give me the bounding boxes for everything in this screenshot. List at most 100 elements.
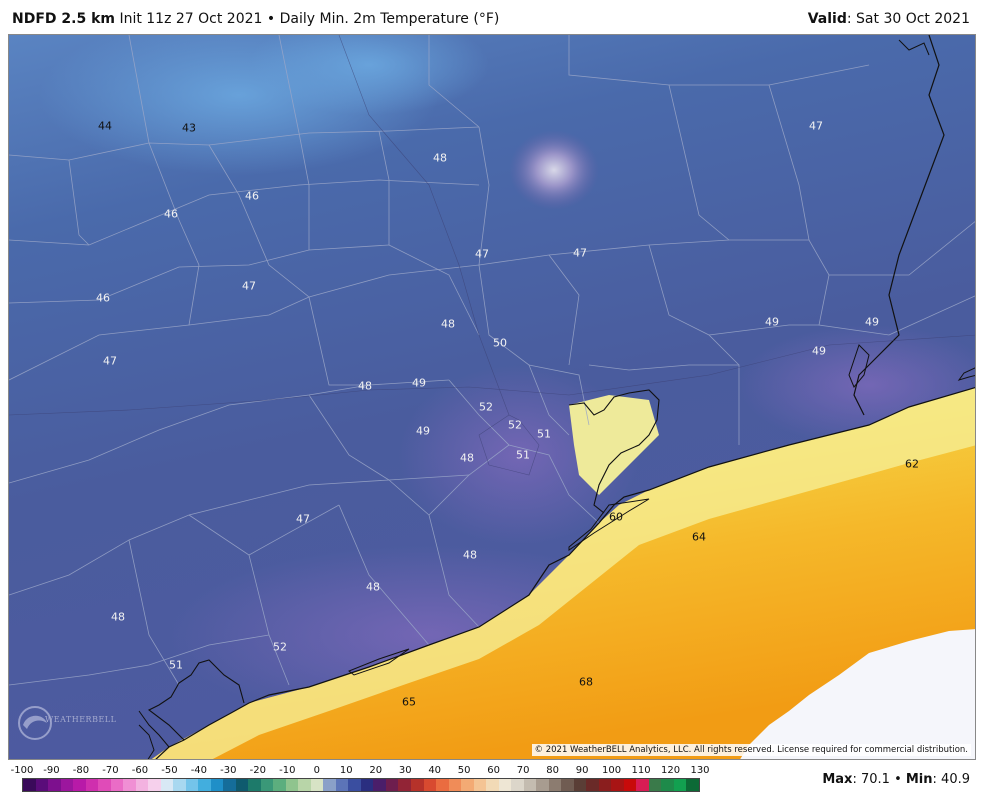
colorbar-swatch <box>436 779 449 791</box>
copyright-notice: © 2021 WeatherBELL Analytics, LLC. All r… <box>531 744 971 756</box>
max-min-readout: Max: 70.1 • Min: 40.9 <box>822 772 970 787</box>
colorbar-tick-label: 20 <box>369 765 383 776</box>
colorbar-tick-label: 120 <box>660 765 681 776</box>
valid-date: : Sat 30 Oct 2021 <box>846 11 970 27</box>
temperature-value: 47 <box>573 246 587 260</box>
temperature-value: 68 <box>579 675 593 689</box>
colorbar-tick-label: 30 <box>398 765 412 776</box>
coastal-yellow-band <box>151 387 975 759</box>
colorbar-swatch <box>648 779 662 791</box>
product-name: NDFD 2.5 km <box>12 11 115 27</box>
temperature-value: 48 <box>441 317 455 331</box>
colorbar-swatch <box>636 779 649 791</box>
legend: -100 -90 -80 -70 -60 -50 -40 -30 -20 -10 0 10 20 30 40… <box>0 760 984 808</box>
temperature-value: 65 <box>402 695 416 709</box>
colorbar-swatch <box>248 779 261 791</box>
colorbar-tick-label: 50 <box>457 765 471 776</box>
colorbar-tick-label: 0 <box>313 765 320 776</box>
colorbar-swatch <box>198 779 211 791</box>
temperature-value: 43 <box>182 121 196 135</box>
temperature-value: 49 <box>412 376 426 390</box>
temperature-value: 49 <box>416 424 430 438</box>
colorbar-swatch <box>285 779 299 791</box>
logo-swirl-icon <box>18 706 52 740</box>
colorbar-swatch <box>235 779 249 791</box>
temperature-value: 48 <box>366 580 380 594</box>
colorbar-swatch <box>260 779 274 791</box>
colorbar-swatch <box>448 779 462 791</box>
temperature-value: 52 <box>479 400 493 414</box>
colorbar-tick-label: -80 <box>72 765 90 776</box>
colorbar-swatch <box>623 779 637 791</box>
temperature-value: 49 <box>865 315 879 329</box>
logo-text: WEATHERBELL <box>45 715 117 724</box>
colorbar-swatch <box>85 779 99 791</box>
colorbar-tick-label: -10 <box>279 765 296 776</box>
major-roads <box>9 35 975 476</box>
colorbar-swatch <box>373 779 386 791</box>
temperature-value: 48 <box>358 379 372 393</box>
colorbar-swatch <box>486 779 499 791</box>
temperature-value: 46 <box>164 207 178 221</box>
colorbar-swatch <box>98 779 111 791</box>
max-label: Max <box>822 772 853 787</box>
temperature-value: 50 <box>493 336 507 350</box>
colorbar <box>22 778 700 792</box>
hill-cold-spot <box>509 130 599 210</box>
colorbar-tick-label: 90 <box>575 765 589 776</box>
missing-data-area <box>740 629 975 759</box>
temperature-value: 48 <box>111 610 125 624</box>
colorbar-swatch <box>573 779 587 791</box>
colorbar-swatch <box>348 779 361 791</box>
valid-time: Valid: Sat 30 Oct 2021 <box>808 11 970 27</box>
colorbar-tick-label: 60 <box>487 765 501 776</box>
colorbar-swatch <box>473 779 487 791</box>
colorbar-swatch <box>273 779 286 791</box>
colorbar-swatch <box>185 779 199 791</box>
temperature-value: 47 <box>103 354 117 368</box>
colorbar-swatch <box>548 779 562 791</box>
sabine-lake-outline <box>848 344 870 388</box>
colorbar-swatch <box>60 779 74 791</box>
colorbar-swatch <box>360 779 374 791</box>
temperature-value: 51 <box>169 658 183 672</box>
state-boundary <box>853 35 945 416</box>
title-separator: • <box>266 11 276 27</box>
colorbar-swatch <box>135 779 149 791</box>
colorbar-tick-label: 100 <box>602 765 622 776</box>
colorbar-swatch <box>561 779 574 791</box>
matagorda-bay-outline <box>147 659 245 741</box>
temperature-value: 47 <box>296 512 310 526</box>
field-name: Daily Min. 2m Temperature (°F) <box>279 11 500 27</box>
temperature-value: 44 <box>98 119 112 133</box>
colorbar-tick-label: -20 <box>249 765 266 776</box>
colorbar-tick-label: 10 <box>339 765 353 776</box>
temperature-value: 52 <box>508 418 522 432</box>
coastline <box>155 386 975 759</box>
map-canvas <box>9 35 975 759</box>
colorbar-tick-label: 130 <box>690 765 710 776</box>
colorbar-swatch <box>536 779 549 791</box>
colorbar-swatch <box>385 779 399 791</box>
temperature-value: 51 <box>516 448 530 462</box>
colorbar-swatch <box>173 779 186 791</box>
peninsula-outline <box>348 648 410 676</box>
colorbar-swatch <box>23 779 36 791</box>
colorbar-swatch <box>586 779 599 791</box>
southwest-coast-outline <box>138 710 170 759</box>
bay-yellow <box>569 395 659 495</box>
colorbar-swatch <box>423 779 437 791</box>
county-boundaries <box>9 35 975 686</box>
colorbar-swatch <box>298 779 311 791</box>
colorbar-tick-label: 80 <box>546 765 559 776</box>
colorbar-tick-label: -30 <box>220 765 237 776</box>
colorbar-swatch <box>73 779 86 791</box>
colorbar-swatch <box>160 779 174 791</box>
colorbar-swatch <box>335 779 349 791</box>
temperature-map[interactable]: 44 43 46 46 46 47 47 48 47 47 47 48 50 48 49 52 52 51 49 48… <box>8 34 976 760</box>
temperature-value: 64 <box>692 530 706 544</box>
colorbar-tick-label: 110 <box>631 765 651 776</box>
colorbar-swatch <box>323 779 336 791</box>
colorbar-swatch <box>210 779 224 791</box>
colorbar-ticks: -100 -90 -80 -70 -60 -50 -40 -30 -20 -10 0 10 20 30 40… <box>0 765 984 779</box>
